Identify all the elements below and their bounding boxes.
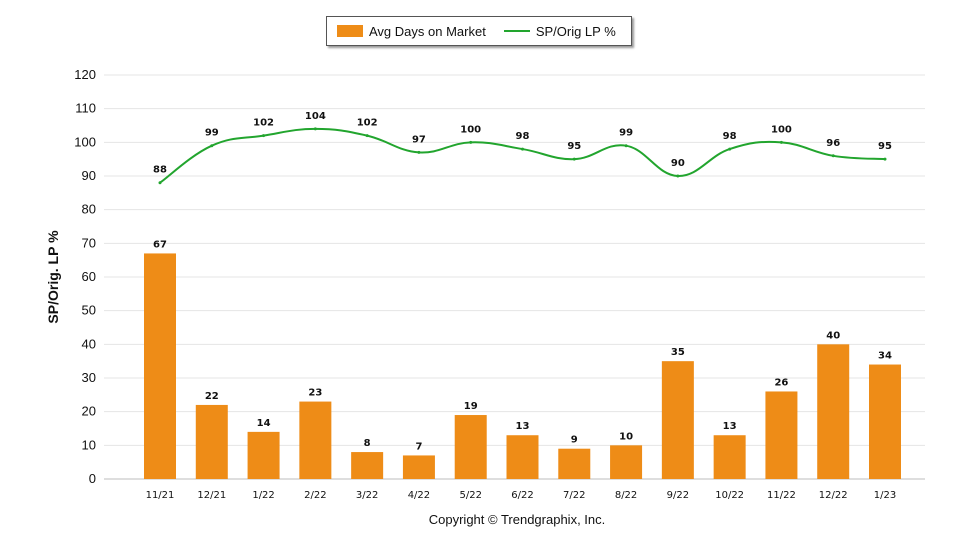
bar xyxy=(610,445,643,479)
y-tick-label: 120 xyxy=(74,67,96,82)
x-tick-label: 8/22 xyxy=(615,490,637,501)
y-tick-label: 50 xyxy=(82,303,96,318)
copyright-text: Copyright © Trendgraphix, Inc. xyxy=(428,512,606,527)
bar-data-label: 13 xyxy=(723,421,737,432)
line-point xyxy=(313,127,317,131)
bar-data-label: 13 xyxy=(516,421,530,432)
bar-data-label: 67 xyxy=(153,239,167,250)
bar xyxy=(661,361,694,479)
x-tick-label: 1/23 xyxy=(874,490,896,501)
bar xyxy=(144,253,176,479)
x-tick-label: 7/22 xyxy=(563,490,585,501)
line-data-label: 98 xyxy=(723,131,737,142)
y-tick-label: 20 xyxy=(82,404,96,419)
x-tick-label: 11/22 xyxy=(767,490,796,501)
line-point xyxy=(728,147,732,151)
line-data-label: 98 xyxy=(516,131,530,142)
legend-label-avg-days: Avg Days on Market xyxy=(369,23,486,39)
y-tick-label: 60 xyxy=(82,269,96,284)
x-tick-label: 2/22 xyxy=(304,490,326,501)
bar xyxy=(869,364,901,479)
x-tick-label: 6/22 xyxy=(511,490,533,501)
bar-data-label: 23 xyxy=(308,388,322,399)
legend-swatch-bar xyxy=(337,25,363,37)
bar xyxy=(402,455,435,479)
y-tick-label: 80 xyxy=(82,202,96,217)
y-tick-label: 30 xyxy=(82,370,96,385)
line-data-label: 102 xyxy=(253,118,274,129)
x-tick-label: 3/22 xyxy=(356,490,378,501)
line-point xyxy=(262,134,266,138)
x-tick-label: 12/22 xyxy=(819,490,848,501)
line-data-label: 90 xyxy=(671,158,685,169)
bar-data-label: 9 xyxy=(571,435,578,446)
line-point xyxy=(676,174,680,178)
line-point xyxy=(883,157,887,161)
x-tick-label: 5/22 xyxy=(459,490,481,501)
line-data-label: 100 xyxy=(771,124,792,135)
bar-data-label: 7 xyxy=(415,441,422,452)
x-tick-label: 11/21 xyxy=(146,490,175,501)
line-point xyxy=(779,140,783,144)
line-point xyxy=(417,150,421,154)
line-point xyxy=(572,157,576,161)
bar xyxy=(817,344,850,479)
y-tick-label: 110 xyxy=(75,101,96,116)
line-data-label: 96 xyxy=(826,138,840,149)
line-data-label: 99 xyxy=(205,128,219,139)
line-point xyxy=(624,144,628,148)
x-tick-label: 4/22 xyxy=(408,490,430,501)
line-data-label: 102 xyxy=(357,118,378,129)
line-data-label: 95 xyxy=(567,141,581,152)
bar xyxy=(454,415,487,479)
y-tick-label: 70 xyxy=(82,235,96,250)
y-tick-label: 10 xyxy=(82,437,96,452)
bar xyxy=(713,435,746,479)
line-point xyxy=(158,181,162,185)
y-tick-label: 100 xyxy=(74,134,96,149)
legend-item-avg-days: Avg Days on Market xyxy=(337,24,486,39)
bar xyxy=(351,452,384,479)
line-point xyxy=(521,147,524,151)
x-tick-label: 10/22 xyxy=(715,490,744,501)
y-tick-label: 0 xyxy=(89,471,96,486)
line-data-label: 104 xyxy=(305,111,326,122)
y-axis-label: SP/Orig. LP % xyxy=(45,230,61,324)
y-tick-label: 40 xyxy=(82,336,96,351)
bar xyxy=(506,435,539,479)
line-point xyxy=(210,144,214,148)
bar-data-label: 26 xyxy=(774,377,788,388)
line-data-label: 88 xyxy=(153,165,167,176)
legend-label-sp-orig: SP/Orig LP % xyxy=(535,23,616,39)
bar xyxy=(558,448,591,479)
line-data-label: 97 xyxy=(412,134,426,145)
bar-data-label: 35 xyxy=(671,347,685,358)
x-tick-label: 9/22 xyxy=(667,490,689,501)
x-tick-label: 12/21 xyxy=(197,490,226,501)
line-data-label: 100 xyxy=(460,124,481,135)
bar-data-label: 40 xyxy=(826,330,840,341)
legend-item-sp-orig: SP/Orig LP % xyxy=(503,23,616,39)
bar xyxy=(765,391,798,479)
line-point xyxy=(831,154,835,158)
bar xyxy=(299,401,332,479)
bar xyxy=(195,404,228,479)
x-tick-label: 1/22 xyxy=(252,490,274,501)
line-data-label: 99 xyxy=(619,128,633,139)
bar-data-label: 8 xyxy=(364,438,371,449)
line-data-label: 95 xyxy=(878,141,892,152)
legend-swatch-line xyxy=(503,30,530,32)
bar-data-label: 34 xyxy=(878,351,892,362)
y-tick-label: 90 xyxy=(82,168,96,183)
bar-data-label: 19 xyxy=(464,401,478,412)
line-point xyxy=(365,134,369,138)
bar xyxy=(247,431,280,479)
bar-data-label: 14 xyxy=(257,418,271,429)
bar-data-label: 22 xyxy=(205,391,219,402)
legend: Avg Days on Market SP/Orig LP % xyxy=(326,16,632,46)
bar-data-label: 10 xyxy=(619,431,633,442)
line-point xyxy=(469,140,473,144)
